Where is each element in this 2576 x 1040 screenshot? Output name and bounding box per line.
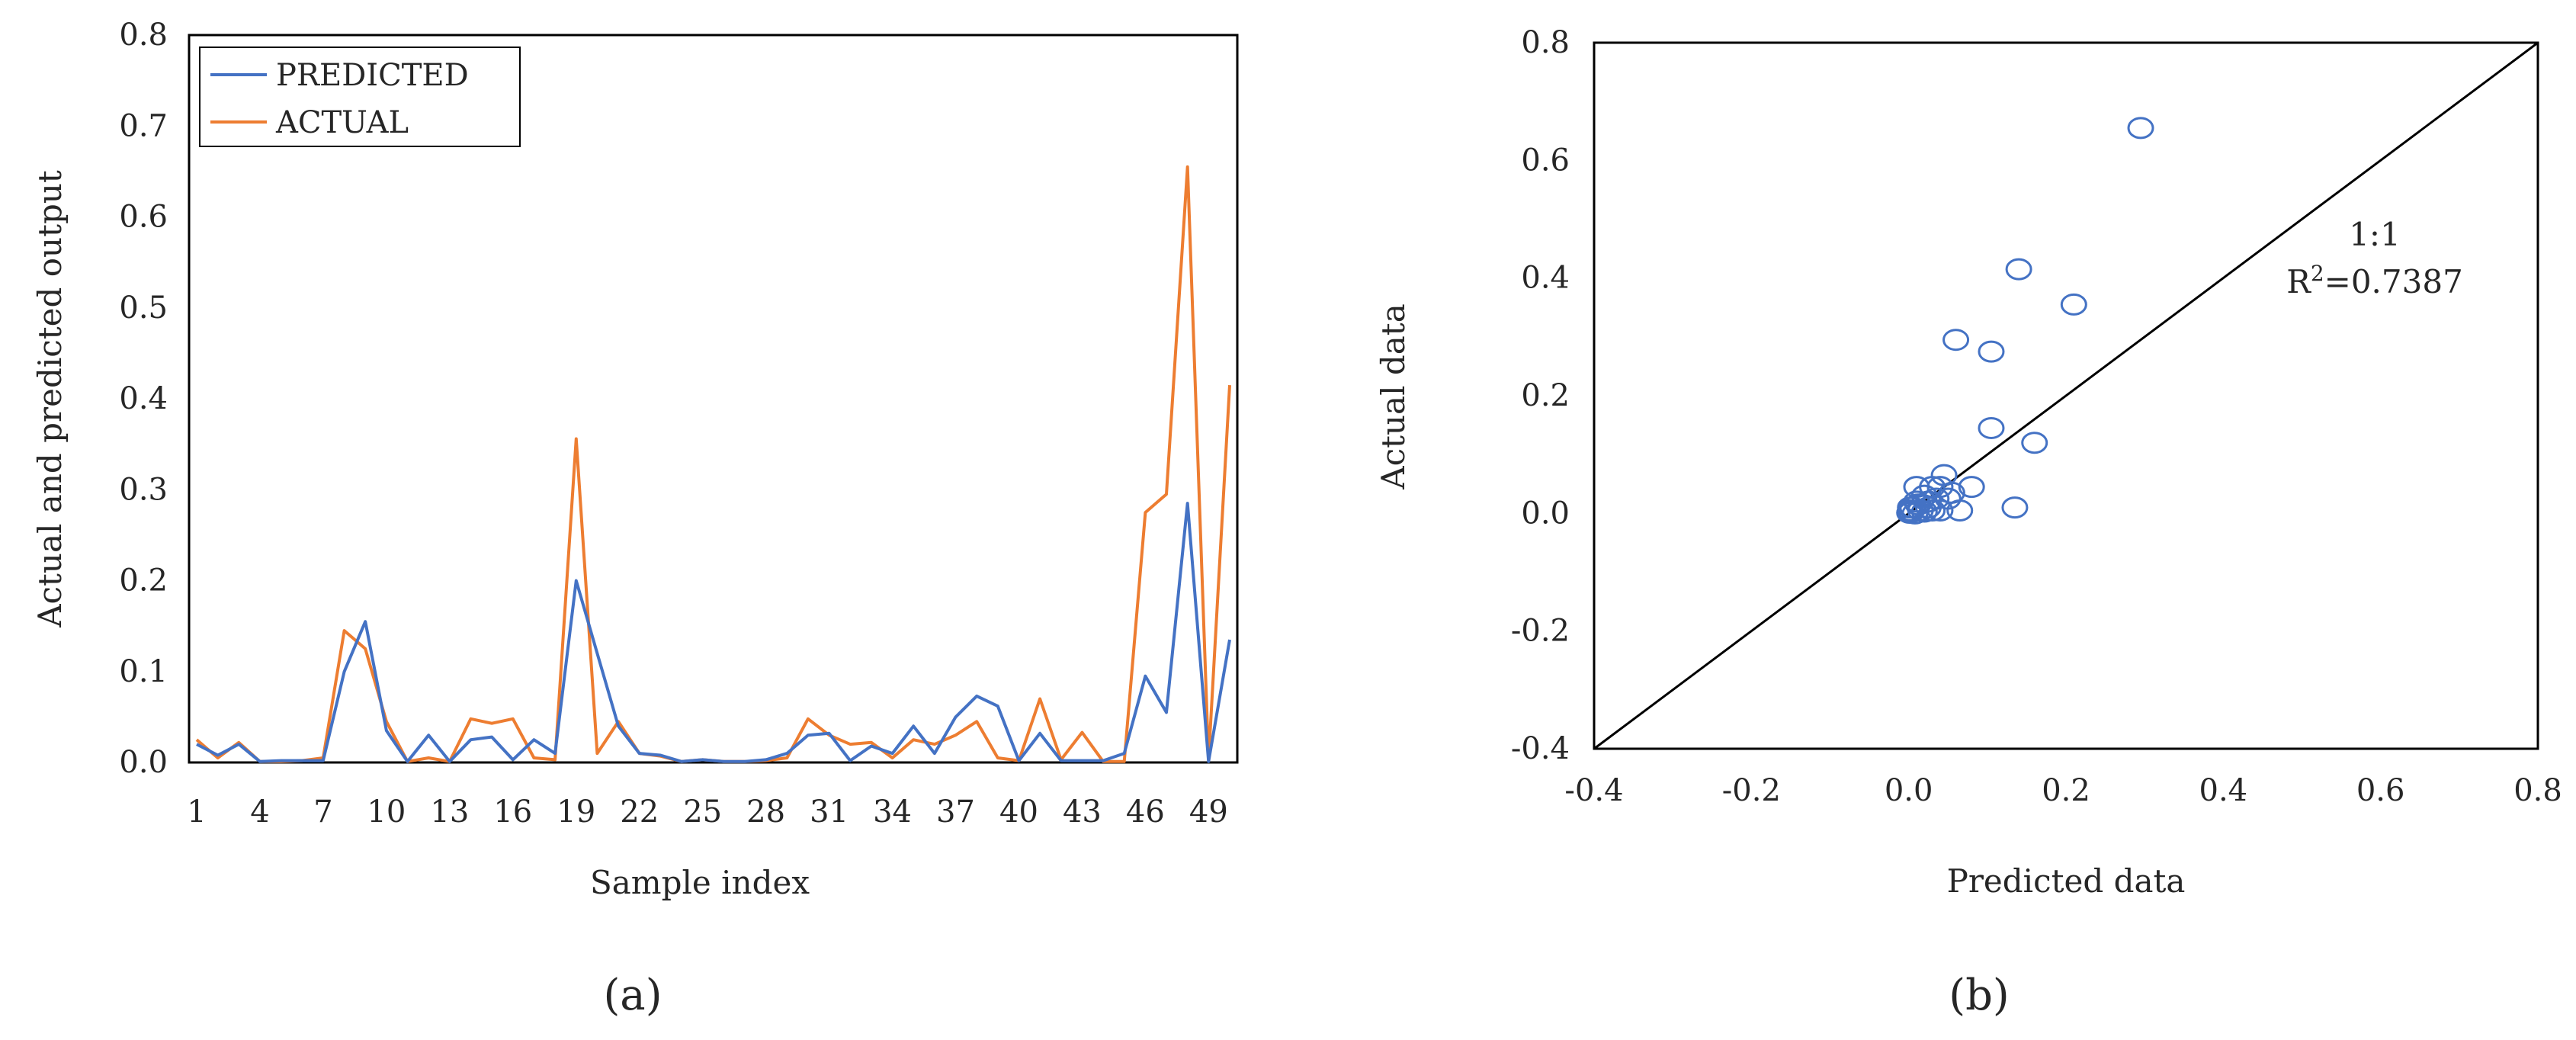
y-tick-label: 0.4 xyxy=(1521,261,1570,296)
y-tick-label: 0.7 xyxy=(119,108,168,143)
r-squared-label: R2=0.7387 xyxy=(2286,261,2463,300)
x-tick-label: 37 xyxy=(936,794,975,830)
x-tick-label: 22 xyxy=(620,794,659,830)
line-chart-legend: PREDICTED ACTUAL xyxy=(199,47,521,147)
scatter-point xyxy=(1978,416,2005,439)
x-tick-label: 49 xyxy=(1189,794,1228,830)
panel-label-b: (b) xyxy=(1949,971,2010,1020)
scatter-y-axis-title: Actual data xyxy=(1375,303,1412,490)
y-tick-label: 0.6 xyxy=(1521,143,1570,178)
y-tick-label: -0.2 xyxy=(1511,614,1570,649)
y-tick-label: -0.4 xyxy=(1511,731,1570,766)
line-chart-plot-area xyxy=(188,34,1239,764)
x-tick-label: 43 xyxy=(1063,794,1102,830)
x-tick-label: 0.0 xyxy=(1885,773,1933,808)
scatter-point xyxy=(1958,476,1985,499)
r-squared-superscript: 2 xyxy=(2311,261,2324,286)
x-tick-label: 28 xyxy=(746,794,785,830)
y-tick-label: 0.3 xyxy=(119,472,168,507)
y-tick-label: 0.8 xyxy=(119,18,168,53)
legend-label-actual: ACTUAL xyxy=(275,105,409,140)
scatter-point xyxy=(1942,329,1970,351)
scatter-point xyxy=(2001,496,2029,519)
x-tick-label: 13 xyxy=(430,794,469,830)
r-squared-prefix: R xyxy=(2286,263,2311,300)
scatter-x-axis-title: Predicted data xyxy=(1947,862,2186,900)
x-tick-label: -0.2 xyxy=(1722,773,1781,808)
y-tick-label: 0.4 xyxy=(119,381,168,416)
series-line-predicted xyxy=(196,502,1231,763)
line-chart-y-ticks: 0.0 0.1 0.2 0.3 0.4 0.5 0.6 0.7 0.8 xyxy=(119,18,168,780)
y-tick-label: 0.2 xyxy=(119,563,168,599)
x-tick-label: 7 xyxy=(313,794,332,830)
scatter-point xyxy=(1897,496,1924,519)
y-tick-label: 0.6 xyxy=(119,200,168,235)
x-tick-label: 0.6 xyxy=(2356,773,2405,808)
line-chart-x-axis-title: Sample index xyxy=(590,864,810,901)
line-chart-y-axis-title: Actual and predicted output xyxy=(31,170,69,628)
x-tick-label: 0.8 xyxy=(2513,773,2562,808)
x-tick-label: 10 xyxy=(367,794,406,830)
one-to-one-line xyxy=(1593,41,2539,750)
scatter-point xyxy=(1914,490,1942,513)
scatter-x-ticks: -0.4 -0.2 0.0 0.2 0.4 0.6 0.8 xyxy=(1564,773,2562,808)
one-to-one-label: 1:1 xyxy=(2349,216,2401,253)
r-squared-value: =0.7387 xyxy=(2324,263,2463,300)
x-tick-label: 19 xyxy=(557,794,595,830)
y-tick-label: 0.0 xyxy=(1521,496,1570,531)
x-tick-label: 31 xyxy=(810,794,849,830)
scatter-point xyxy=(1910,500,1938,523)
y-tick-label: 0.5 xyxy=(119,290,168,326)
scatter-point xyxy=(1978,340,2005,363)
legend-label-predicted: PREDICTED xyxy=(276,58,469,93)
scatter-y-ticks: -0.4 -0.2 0.0 0.2 0.4 0.6 0.8 xyxy=(1511,25,1570,766)
y-tick-label: 0.2 xyxy=(1521,378,1570,413)
x-tick-label: 0.4 xyxy=(2199,773,2248,808)
y-tick-label: 0.1 xyxy=(119,654,168,689)
x-tick-label: 16 xyxy=(493,794,532,830)
line-chart-panel: 0.0 0.1 0.2 0.3 0.4 0.5 0.6 0.7 0.8 1 4 7 10 13 16 19 2… xyxy=(31,18,1239,1020)
x-tick-label: 40 xyxy=(999,794,1038,830)
scatter-point xyxy=(2060,293,2087,316)
scatter-point xyxy=(1934,487,1962,510)
x-tick-label: 4 xyxy=(250,794,269,830)
y-tick-label: 0.0 xyxy=(119,745,168,780)
scatter-points-group xyxy=(1896,117,2154,525)
x-tick-label: 46 xyxy=(1126,794,1165,830)
panel-label-a: (a) xyxy=(603,971,662,1020)
x-tick-label: 25 xyxy=(683,794,722,830)
x-tick-label: -0.4 xyxy=(1564,773,1623,808)
x-tick-label: 0.2 xyxy=(2042,773,2090,808)
x-tick-label: 34 xyxy=(873,794,912,830)
scatter-point xyxy=(2005,258,2032,281)
scatter-point xyxy=(2021,432,2048,454)
scatter-chart-panel: -0.4 -0.2 0.0 0.2 0.4 0.6 0.8 -0.4 -0.2 0.0 0.2 0.… xyxy=(1375,25,2562,1020)
x-tick-label: 1 xyxy=(187,794,206,830)
line-chart-series-group xyxy=(195,165,1231,763)
y-tick-label: 0.8 xyxy=(1521,25,1570,60)
legend-box xyxy=(199,47,521,147)
line-chart-x-ticks: 1 4 7 10 13 16 19 22 25 28 31 34 37 40 43 46 49 xyxy=(187,794,1228,830)
scatter-point xyxy=(2127,117,2154,140)
